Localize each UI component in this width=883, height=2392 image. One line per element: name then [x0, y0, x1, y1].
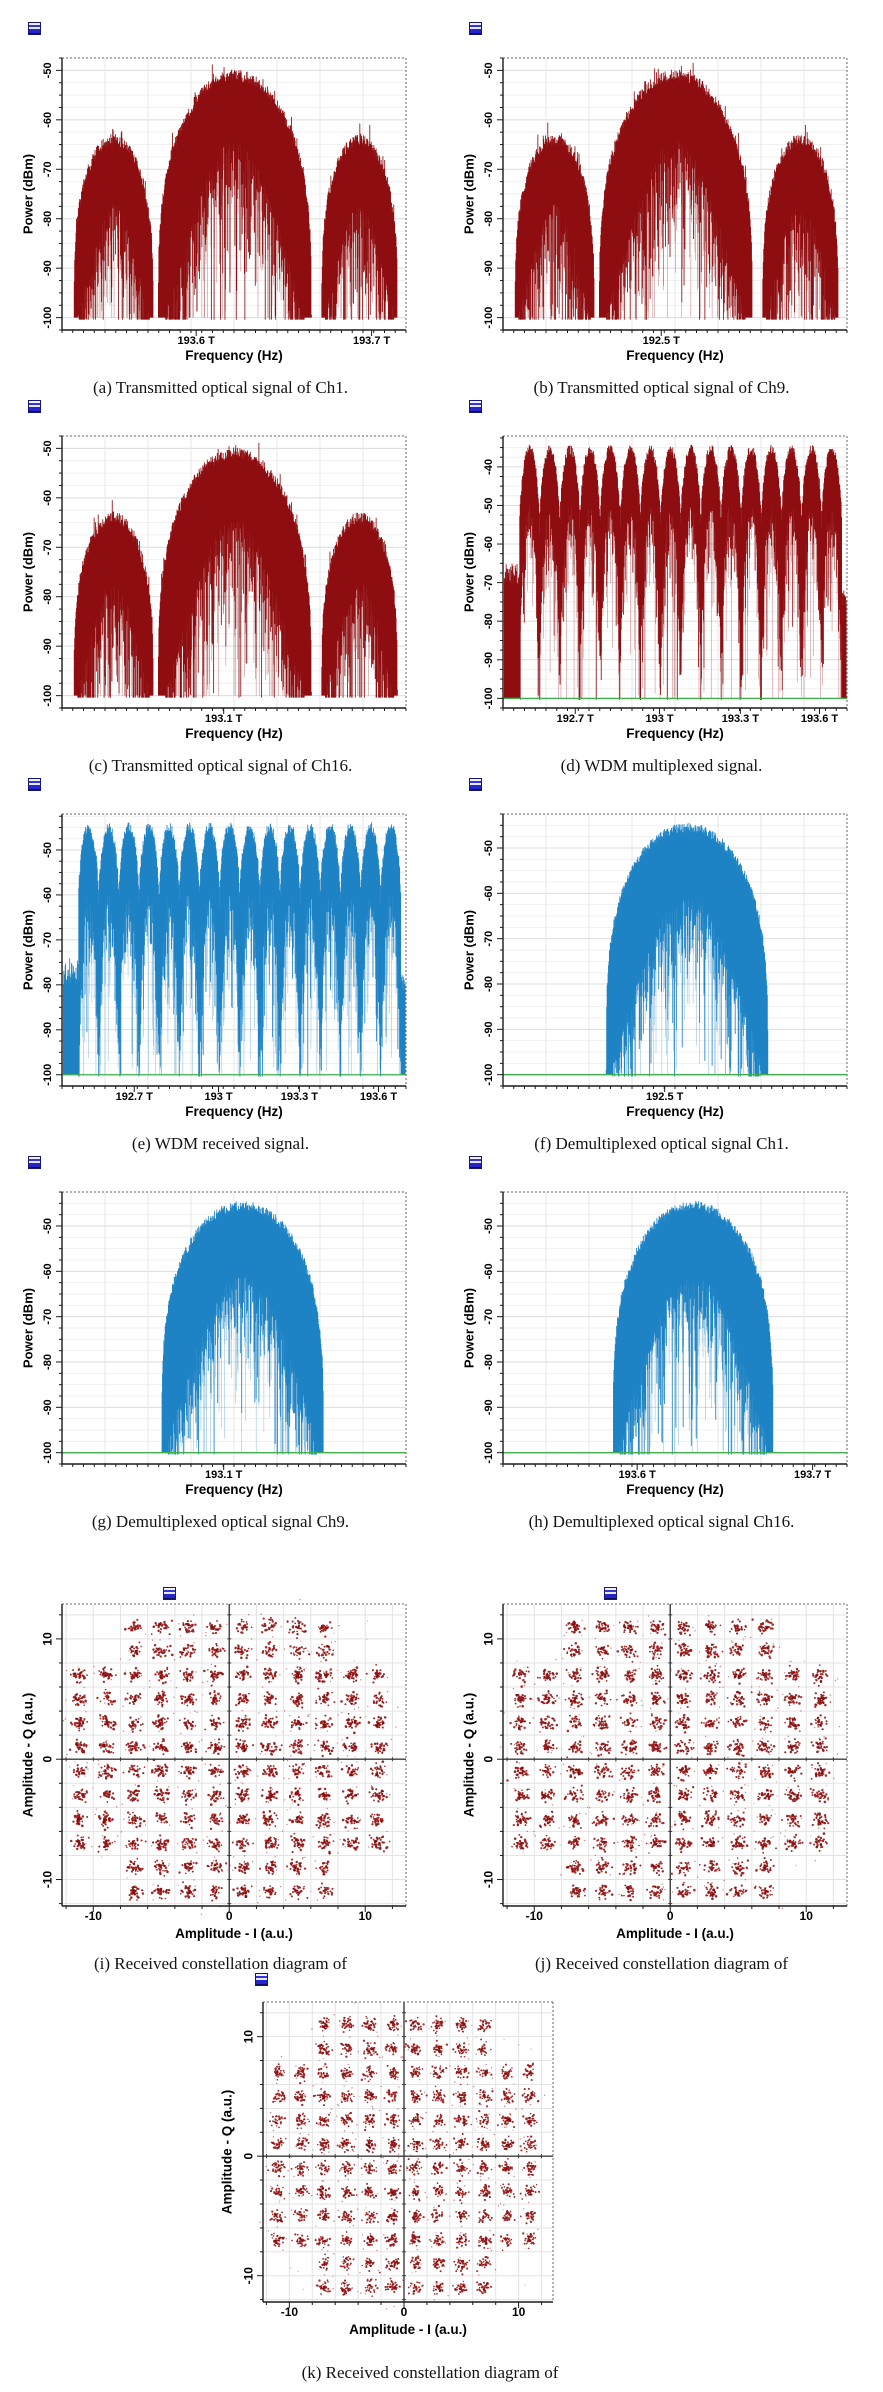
- caption-k: (k) Received constellation diagram of: [301, 2363, 559, 2382]
- spectrum-chart-h: [459, 1176, 863, 1512]
- constellation-chart-j: [459, 1596, 863, 1952]
- caption-j: (j) Received constellation diagram of: [534, 1954, 789, 1973]
- caption-a: (a) Transmitted optical signal of Ch1.: [93, 378, 348, 397]
- window-icon: [255, 1973, 268, 1986]
- spectrum-chart-d: [459, 420, 863, 756]
- caption-f: (f) Demultiplexed optical signal Ch1.: [534, 1134, 789, 1153]
- window-icon: [469, 22, 482, 35]
- spectrum-chart-c: [18, 420, 422, 756]
- spectrum-chart-b: [459, 42, 863, 378]
- window-icon: [469, 400, 482, 413]
- spectrum-chart-f: [459, 798, 863, 1134]
- constellation-chart-k: [155, 1993, 605, 2345]
- caption-i: (i) Received constellation diagram of: [93, 1954, 348, 1973]
- caption-d: (d) WDM multiplexed signal.: [560, 756, 763, 775]
- window-icon: [28, 22, 41, 35]
- window-icon: [28, 1156, 41, 1169]
- caption-c: (c) Transmitted optical signal of Ch16.: [88, 756, 353, 775]
- caption-e: (e) WDM received signal.: [131, 1134, 310, 1153]
- caption-h: (h) Demultiplexed optical signal Ch16.: [528, 1512, 795, 1531]
- window-icon: [28, 778, 41, 791]
- caption-g: (g) Demultiplexed optical signal Ch9.: [91, 1512, 350, 1531]
- window-icon: [28, 400, 41, 413]
- spectrum-chart-a: [18, 42, 422, 378]
- window-icon: [469, 1156, 482, 1169]
- constellation-chart-i: [18, 1596, 422, 1952]
- window-icon: [469, 778, 482, 791]
- spectrum-chart-e: [18, 798, 422, 1134]
- caption-b: (b) Transmitted optical signal of Ch9.: [533, 378, 790, 397]
- spectrum-chart-g: [18, 1176, 422, 1512]
